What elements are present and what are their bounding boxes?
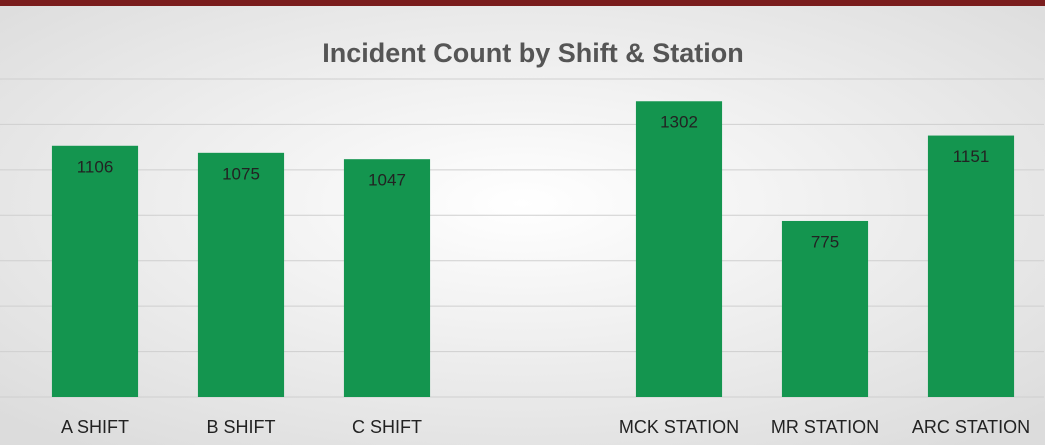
x-tick-label: MCK STATION bbox=[619, 417, 739, 437]
data-label: 775 bbox=[811, 232, 839, 251]
chart-background bbox=[0, 6, 1045, 445]
bar bbox=[927, 135, 1015, 397]
x-tick-label: ARC STATION bbox=[912, 417, 1030, 437]
bar bbox=[635, 101, 723, 397]
data-label: 1302 bbox=[660, 113, 698, 132]
bar bbox=[343, 159, 431, 397]
x-tick-label: C SHIFT bbox=[352, 417, 422, 437]
bar bbox=[51, 145, 139, 397]
x-tick-label: B SHIFT bbox=[206, 417, 275, 437]
x-tick-label: MR STATION bbox=[771, 417, 879, 437]
data-label: 1047 bbox=[368, 171, 406, 190]
top-strip bbox=[0, 0, 1045, 6]
chart-title: Incident Count by Shift & Station bbox=[322, 38, 743, 68]
data-label: 1075 bbox=[222, 164, 260, 183]
data-label: 1106 bbox=[77, 157, 114, 176]
bar bbox=[781, 220, 869, 397]
data-label: 1151 bbox=[953, 147, 990, 166]
bar bbox=[197, 152, 285, 397]
x-tick-label: A SHIFT bbox=[61, 417, 129, 437]
